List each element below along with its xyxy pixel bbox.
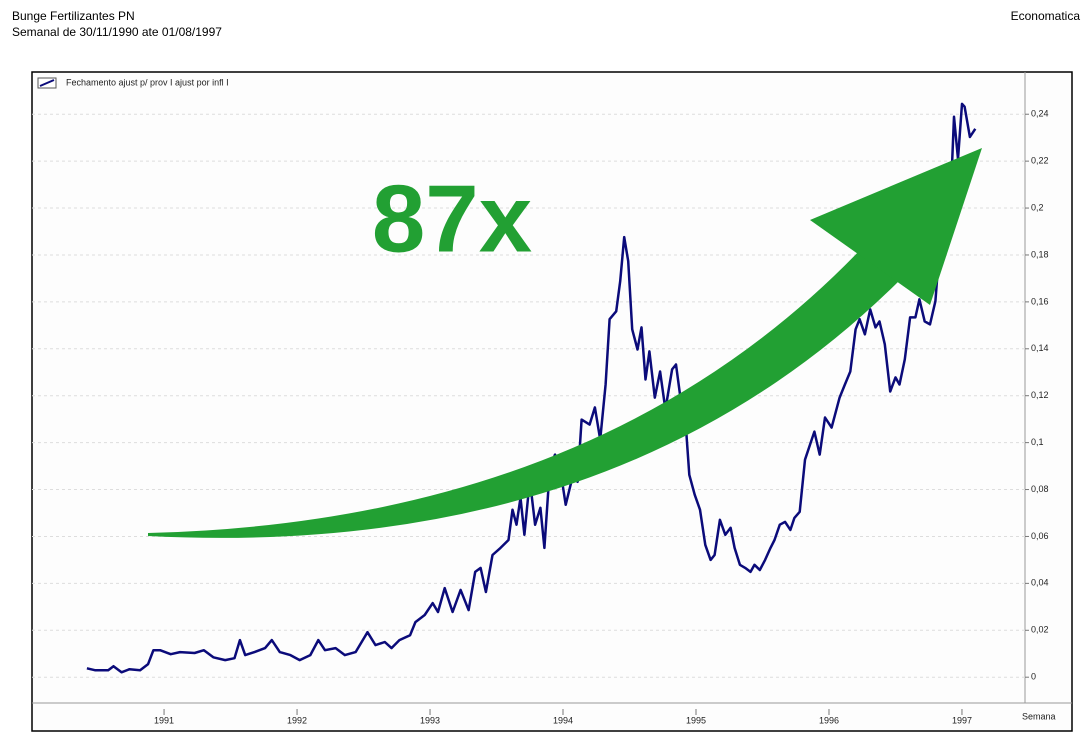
legend-label: Fechamento ajust p/ prov I ajust por inf… (66, 77, 229, 87)
annotation: 87x (372, 165, 532, 272)
source: Economatica (1011, 9, 1081, 23)
y-tick-label: 0,02 (1031, 625, 1049, 635)
chart-title: Bunge Fertilizantes PN (12, 9, 135, 23)
y-tick-label: 0,12 (1031, 390, 1049, 400)
x-tick-label: 1997 (952, 715, 972, 725)
x-axis-label: Semana (1022, 711, 1056, 721)
y-tick-label: 0,16 (1031, 296, 1049, 306)
y-tick-label: 0,22 (1031, 156, 1049, 166)
x-tick-label: 1994 (553, 715, 573, 725)
chart-frame (31, 71, 1073, 732)
x-tick-label: 1991 (154, 715, 174, 725)
x-tick-label: 1993 (420, 715, 440, 725)
y-tick-label: 0,06 (1031, 531, 1049, 541)
x-tick-label: 1992 (287, 715, 307, 725)
y-tick-label: 0,1 (1031, 437, 1044, 447)
y-tick-label: 0,08 (1031, 484, 1049, 494)
legend-swatch (39, 79, 55, 87)
grid: 0 0,02 0,04 0,06 0,08 0,1 0,12 0,14 0,16 0,18 0,2 0… (32, 109, 1049, 725)
y-tick-label: 0,18 (1031, 249, 1049, 259)
y-tick-label: 0,14 (1031, 343, 1049, 353)
x-tick-label: 1996 (819, 715, 839, 725)
arrow-head (810, 148, 982, 305)
y-tick-label: 0,2 (1031, 202, 1044, 212)
plot (86, 102, 977, 674)
series-line (86, 102, 977, 674)
y-tick-label: 0,24 (1031, 109, 1049, 119)
arrow-body (148, 248, 902, 538)
y-tick-label: 0,04 (1031, 578, 1049, 588)
y-tick-label: 0 (1031, 672, 1036, 682)
chart-subtitle: Semanal de 30/11/1990 ate 01/08/1997 (12, 25, 222, 39)
x-tick-label: 1995 (686, 715, 706, 725)
